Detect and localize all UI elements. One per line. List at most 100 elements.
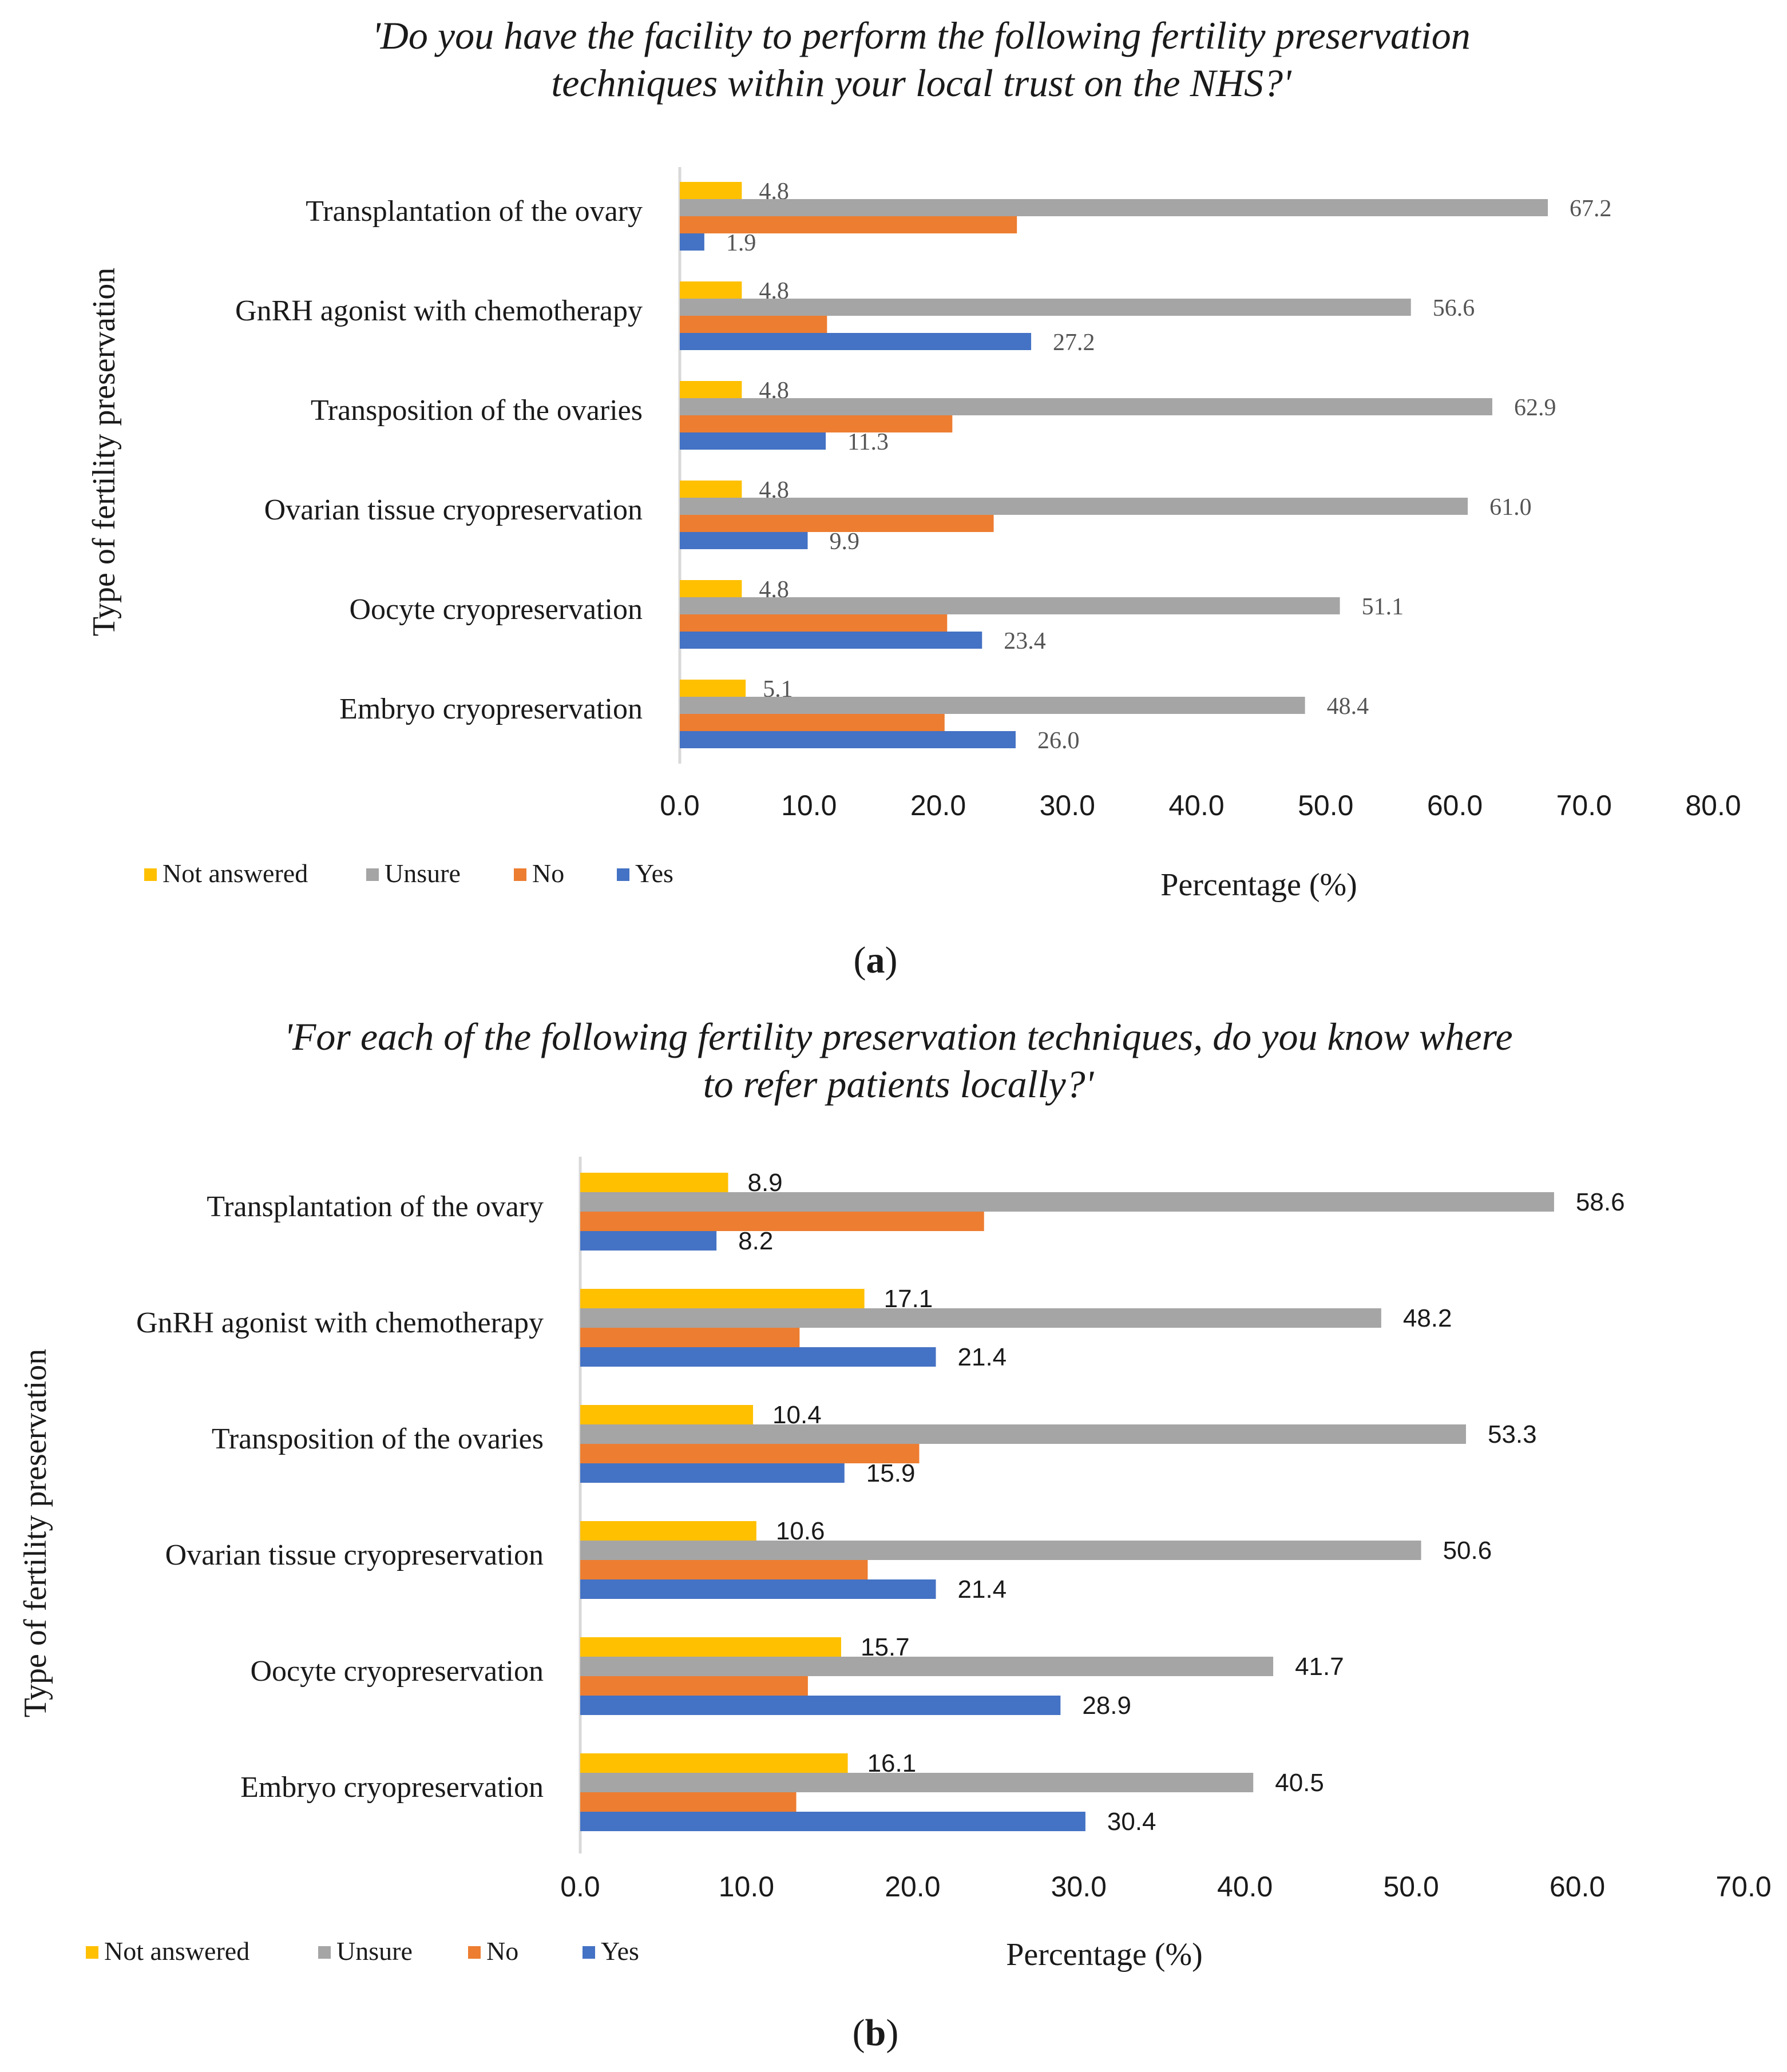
chart-a-bar-unsure	[680, 498, 1468, 515]
chart-b-data-label: 50.6	[1443, 1537, 1492, 1565]
chart-a-x-tick-label: 20.0	[910, 789, 966, 821]
chart-a-bar-not-answered	[680, 281, 742, 299]
chart-b-bar-unsure	[580, 1192, 1554, 1212]
chart-a-bar-not-answered	[680, 580, 742, 597]
chart-b-title-line2: to refer patients locally?'	[703, 1062, 1095, 1106]
chart-b-category-label: Ovarian tissue cryopreservation	[165, 1539, 544, 1571]
chart-a-x-tick-label: 10.0	[781, 789, 837, 821]
chart-a-data-label: 48.4	[1327, 693, 1369, 720]
chart-a-bar-not-answered	[680, 381, 742, 398]
chart-a-bar-yes	[680, 333, 1032, 350]
chart-a-data-label: 67.2	[1570, 196, 1612, 222]
chart-b-x-tick-label: 0.0	[560, 1871, 600, 1903]
chart-b-legend-label: Yes	[601, 1936, 639, 1966]
chart-a-bar-yes	[680, 432, 826, 450]
chart-a-bar-yes	[680, 532, 808, 549]
chart-b-bar-unsure	[580, 1424, 1466, 1444]
chart-b-bar-not-answered	[580, 1637, 841, 1657]
chart-b-ylabel: Type of fertility preservation	[18, 1349, 53, 1718]
chart-b-data-label: 48.2	[1403, 1304, 1452, 1332]
chart-b-data-label: 10.6	[776, 1517, 825, 1545]
chart-b-category-label: Embryo cryopreservation	[240, 1771, 544, 1804]
chart-b-bar-not-answered	[580, 1521, 756, 1541]
chart-b-data-label: 15.7	[861, 1633, 910, 1661]
chart-a-bar-unsure	[680, 299, 1411, 316]
chart-b-data-label: 41.7	[1295, 1653, 1344, 1681]
chart-a-legend-label: Not answered	[163, 859, 308, 888]
chart-b-legend-label: Not answered	[104, 1936, 249, 1966]
chart-b-x-tick-label: 40.0	[1217, 1871, 1273, 1903]
chart-b-bar-yes	[580, 1579, 936, 1599]
chart-a-bar-no	[680, 714, 945, 731]
chart-a-x-tick-label: 50.0	[1298, 789, 1353, 821]
chart-a-data-label: 61.0	[1489, 494, 1532, 521]
chart-b-x-tick-label: 20.0	[885, 1871, 940, 1903]
chart-a-category-label: Oocyte cryopreservation	[349, 593, 643, 626]
chart-a-category-label: Ovarian tissue cryopreservation	[264, 494, 643, 526]
chart-a-x-tick-label: 80.0	[1685, 789, 1741, 821]
chart-b-legend-label: No	[486, 1936, 518, 1966]
chart-a-x-tick-label: 0.0	[660, 789, 700, 821]
chart-a-bar-unsure	[680, 398, 1492, 415]
chart-b-bar-yes	[580, 1231, 717, 1251]
chart-b-bar-unsure	[580, 1308, 1381, 1328]
chart-a-category-label: GnRH agonist with chemotherapy	[235, 295, 643, 327]
chart-a-title-line1: 'Do you have the facility to perform the…	[372, 14, 1470, 57]
chart-b-data-label: 8.2	[738, 1227, 773, 1255]
chart-a-data-label: 51.1	[1362, 594, 1404, 620]
chart-a-legend-swatch	[144, 868, 157, 881]
chart-a-title-line2: techniques within your local trust on th…	[551, 61, 1292, 105]
chart-a-x-tick-label: 30.0	[1040, 789, 1095, 821]
chart-a: 'Do you have the facility to perform the…	[86, 14, 1741, 981]
chart-b-category-label: Transposition of the ovaries	[212, 1423, 544, 1455]
chart-a-data-label: 27.2	[1053, 330, 1095, 356]
chart-b-legend-swatch	[468, 1946, 481, 1959]
chart-a-category-label: Embryo cryopreservation	[339, 693, 643, 725]
chart-b-bar-not-answered	[580, 1753, 848, 1773]
chart-a-bar-yes	[680, 632, 982, 649]
chart-b-data-label: 10.4	[772, 1401, 822, 1429]
chart-a-ylabel: Type of fertility preservation	[86, 268, 122, 637]
chart-a-data-label: 56.6	[1433, 295, 1475, 321]
chart-b-x-tick-label: 60.0	[1550, 1871, 1605, 1903]
chart-b-panel-label: (b)	[853, 2012, 899, 2054]
chart-a-bar-no	[680, 614, 948, 632]
chart-b-data-label: 17.1	[884, 1285, 933, 1313]
chart-b-bar-yes	[580, 1696, 1061, 1715]
chart-a-legend-swatch	[617, 868, 629, 881]
chart-b-bar-no	[580, 1212, 984, 1231]
chart-a-bar-no	[680, 316, 827, 333]
chart-a-bar-no	[680, 216, 1017, 233]
chart-a-x-tick-label: 40.0	[1168, 789, 1224, 821]
chart-a-legend-label: Yes	[635, 859, 673, 888]
chart-b-data-label: 21.4	[958, 1343, 1007, 1371]
chart-a-x-tick-label: 60.0	[1427, 789, 1483, 821]
chart-b-bar-yes	[580, 1812, 1085, 1831]
chart-b-legend-swatch	[318, 1946, 331, 1959]
chart-a-x-tick-label: 70.0	[1556, 789, 1612, 821]
chart-b-category-label: GnRH agonist with chemotherapy	[136, 1307, 544, 1339]
chart-a-legend-label: No	[532, 859, 564, 888]
chart-a-data-label: 11.3	[847, 429, 889, 455]
chart-b-bar-no	[580, 1792, 797, 1812]
chart-b-legend-swatch	[86, 1946, 98, 1959]
chart-b-bar-no	[580, 1676, 808, 1696]
chart-b-bar-no	[580, 1560, 868, 1579]
chart-b: 'For each of the following fertility pre…	[18, 1015, 1772, 2054]
chart-b-legend-swatch	[583, 1946, 595, 1959]
chart-a-data-label: 23.4	[1004, 628, 1046, 654]
chart-b-x-tick-label: 50.0	[1383, 1871, 1439, 1903]
chart-a-marks: 0.0 10.0 20.0 30.0 40.0 50.0 60.0 70.0 80.0 Trans…	[144, 167, 1741, 888]
chart-b-marks: 0.0 10.0 20.0 30.0 40.0 50.0 60.0 70.0 Transplan…	[86, 1157, 1772, 1966]
chart-b-bar-unsure	[580, 1773, 1254, 1792]
chart-b-bar-not-answered	[580, 1289, 865, 1308]
chart-a-panel-label: (a)	[854, 939, 898, 981]
chart-b-legend-label: Unsure	[336, 1936, 413, 1966]
chart-b-data-label: 16.1	[867, 1749, 917, 1777]
chart-b-bar-yes	[580, 1347, 936, 1367]
chart-b-data-label: 21.4	[958, 1575, 1007, 1603]
chart-b-bar-unsure	[580, 1541, 1421, 1560]
chart-a-xlabel: Percentage (%)	[1160, 867, 1357, 903]
chart-a-data-label: 1.9	[726, 230, 756, 256]
